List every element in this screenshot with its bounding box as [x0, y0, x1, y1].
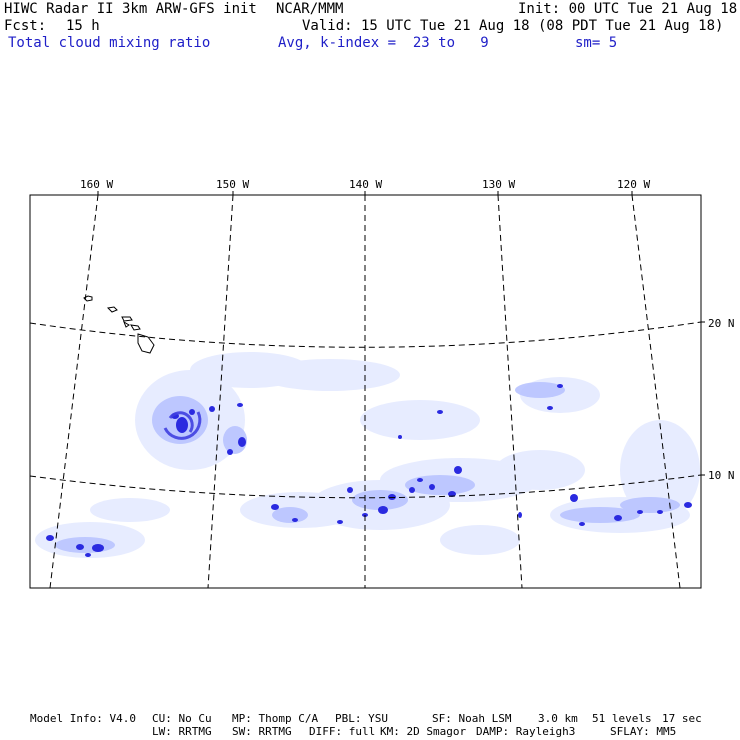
hawaii-islands-icon [83, 295, 155, 354]
forecast-hour: 15 h [66, 18, 100, 34]
graticule [29, 194, 702, 589]
tick-marks [97, 191, 705, 476]
valid-time: Valid: 15 UTC Tue 21 Aug 18 (08 PDT Tue … [302, 18, 724, 34]
org-label: NCAR/MMM [276, 1, 344, 17]
sf-info: SF: Noah LSM [432, 712, 512, 725]
lon-label-160w: 160 W [80, 178, 114, 191]
cloud-field [35, 352, 700, 558]
model-title: HIWC Radar II 3km ARW-GFS init [4, 1, 257, 17]
km-info: KM: 2D Smagor [380, 725, 467, 738]
meridian-160w [49, 194, 99, 589]
parallel-10n [29, 474, 702, 499]
lon-label-120w: 120 W [617, 178, 651, 191]
init-time: Init: 00 UTC Tue 21 Aug 18 [518, 1, 738, 17]
mp-info: MP: Thomp C/A [232, 712, 319, 725]
hurricane-icon [163, 411, 202, 440]
meridian-150w [207, 194, 234, 589]
lon-label-130w: 130 W [482, 178, 516, 191]
field-name: Total cloud mixing ratio [8, 35, 211, 51]
resolution-info: 3.0 km [538, 712, 578, 725]
smoothing-label: sm= 5 [575, 35, 618, 51]
avg-k-index: Avg, k-index = 23 to 9 [278, 35, 489, 51]
lon-label-150w: 150 W [216, 178, 250, 191]
diff-info: DIFF: full [309, 725, 376, 738]
lat-label-20n: 20 N [708, 317, 735, 330]
sw-info: SW: RRTMG [232, 725, 292, 738]
forecast-label: Fcst: [4, 18, 47, 34]
levels-info: 51 levels [592, 712, 652, 725]
lon-label-140w: 140 W [349, 178, 383, 191]
lw-info: LW: RRTMG [152, 725, 212, 738]
meridian-130w [497, 194, 523, 589]
map-frame [29, 194, 702, 589]
damp-info: DAMP: Rayleigh3 [476, 725, 576, 738]
meridian-120w [631, 194, 681, 589]
timestep-info: 17 sec [662, 712, 702, 725]
model-info: Model Info: V4.0 [30, 712, 136, 725]
parallel-20n [29, 321, 702, 348]
pbl-info: PBL: YSU [335, 712, 388, 725]
lat-label-10n: 10 N [708, 469, 735, 482]
cu-info: CU: No Cu [152, 712, 212, 725]
sflay-info: SFLAY: MM5 [610, 725, 677, 738]
